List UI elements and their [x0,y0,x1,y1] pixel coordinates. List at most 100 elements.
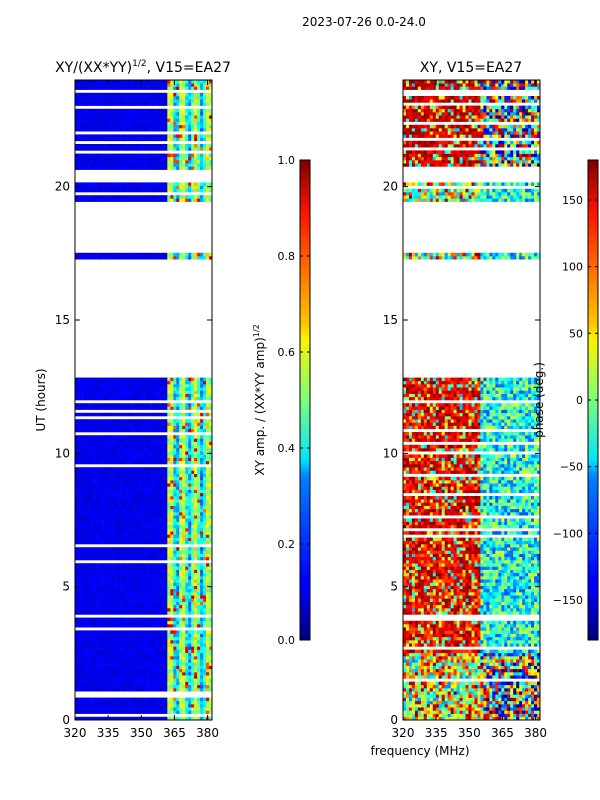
heatmap-cell [203,396,207,401]
heatmap-cell [137,595,141,599]
heatmap-cell [158,688,162,692]
heatmap-cell [78,524,82,529]
heatmap-cell [170,441,174,446]
heatmap-cell [113,480,118,484]
heatmap-cell [155,393,159,398]
heatmap-cell [89,419,94,423]
heatmap-cell [95,448,100,452]
heatmap-cell [164,419,168,423]
heatmap-cell [176,716,180,720]
heatmap-cell [176,512,180,516]
heatmap-cell [188,486,192,490]
heatmap-cell [86,633,91,638]
heatmap-cell [149,620,153,625]
heatmap-cell [125,502,129,506]
heatmap-cell [75,656,79,660]
heatmap-cell [95,617,100,622]
heatmap-cell [188,700,192,705]
heatmap-cell [173,652,177,657]
heatmap-cell [113,457,118,462]
heatmap-cell [155,435,159,439]
heatmap-cell [179,505,183,510]
heatmap-cell [161,668,165,673]
heatmap-cell [75,710,79,714]
heatmap-cell [75,384,79,388]
heatmap-cell [146,163,150,167]
heatmap-cell [188,496,192,500]
heatmap-cell [119,454,124,458]
heatmap-cell [191,633,195,638]
heatmap-cell [155,668,159,673]
heatmap-cell [140,499,144,503]
heatmap-cell [78,256,82,260]
heatmap-cell [116,620,121,625]
heatmap-cell [86,256,91,260]
heatmap-cell [203,537,207,542]
heatmap-cell [78,185,82,190]
heatmap-cell [95,486,100,490]
heatmap-cell [104,547,109,551]
heatmap-cell [81,451,85,455]
heatmap-cell [110,675,115,679]
heatmap-cell [149,499,153,503]
heatmap-cell [75,588,79,593]
heatmap-cell [143,454,147,458]
heatmap-cell [173,636,177,641]
heatmap-cell [110,630,115,634]
heatmap-cell [125,380,129,385]
heatmap-cell [104,166,109,170]
heatmap-cell [158,636,162,641]
heatmap-cell [182,419,186,423]
heatmap-cell [83,636,88,641]
heatmap-cell [185,441,189,446]
heatmap-cell [161,198,165,202]
heatmap-cell [152,444,156,449]
heatmap-cell [131,588,135,593]
heatmap-cell [149,592,153,596]
heatmap-cell [143,656,147,660]
heatmap-cell [119,480,124,484]
heatmap-cell [167,438,171,442]
heatmap-cell [179,620,183,625]
heatmap-cell [176,483,180,487]
heatmap-cell [122,505,127,510]
heatmap-cell [92,160,97,164]
heatmap-cell [188,684,192,689]
heatmap-cell [101,547,106,551]
heatmap-cell [155,480,159,484]
heatmap-cell [140,441,144,446]
heatmap-cell [164,476,168,481]
heatmap-cell [83,502,88,506]
heatmap-cell [209,608,212,612]
heatmap-cell [140,595,144,599]
heatmap-cell [206,422,210,426]
heatmap-cell [191,476,195,481]
heatmap-cell [164,512,168,516]
heatmap-cell [197,147,201,151]
heatmap-cell [203,508,207,513]
heatmap-cell [197,377,201,382]
heatmap-cell [179,524,183,529]
heatmap-cell [125,508,129,513]
heatmap-cell [86,585,91,590]
heatmap-cell [155,448,159,452]
heatmap-cell [161,496,165,500]
heatmap-cell [173,528,177,532]
heatmap-cell [92,396,97,401]
heatmap-cell [89,579,94,583]
heatmap-cell [152,704,156,708]
heatmap-cell [164,448,168,452]
heatmap-cell [107,563,112,567]
heatmap-cell [203,390,207,394]
heatmap-cell [128,643,132,647]
heatmap-cell [95,707,100,711]
heatmap-cell [203,582,207,586]
heatmap-cell [170,620,174,625]
heatmap-cell [119,566,124,570]
heatmap-cell [203,668,207,673]
heatmap-cell [119,684,124,689]
heatmap-cell [176,684,180,689]
heatmap-cell [152,547,156,551]
heatmap-cell [86,563,91,567]
heatmap-cell [101,608,106,612]
